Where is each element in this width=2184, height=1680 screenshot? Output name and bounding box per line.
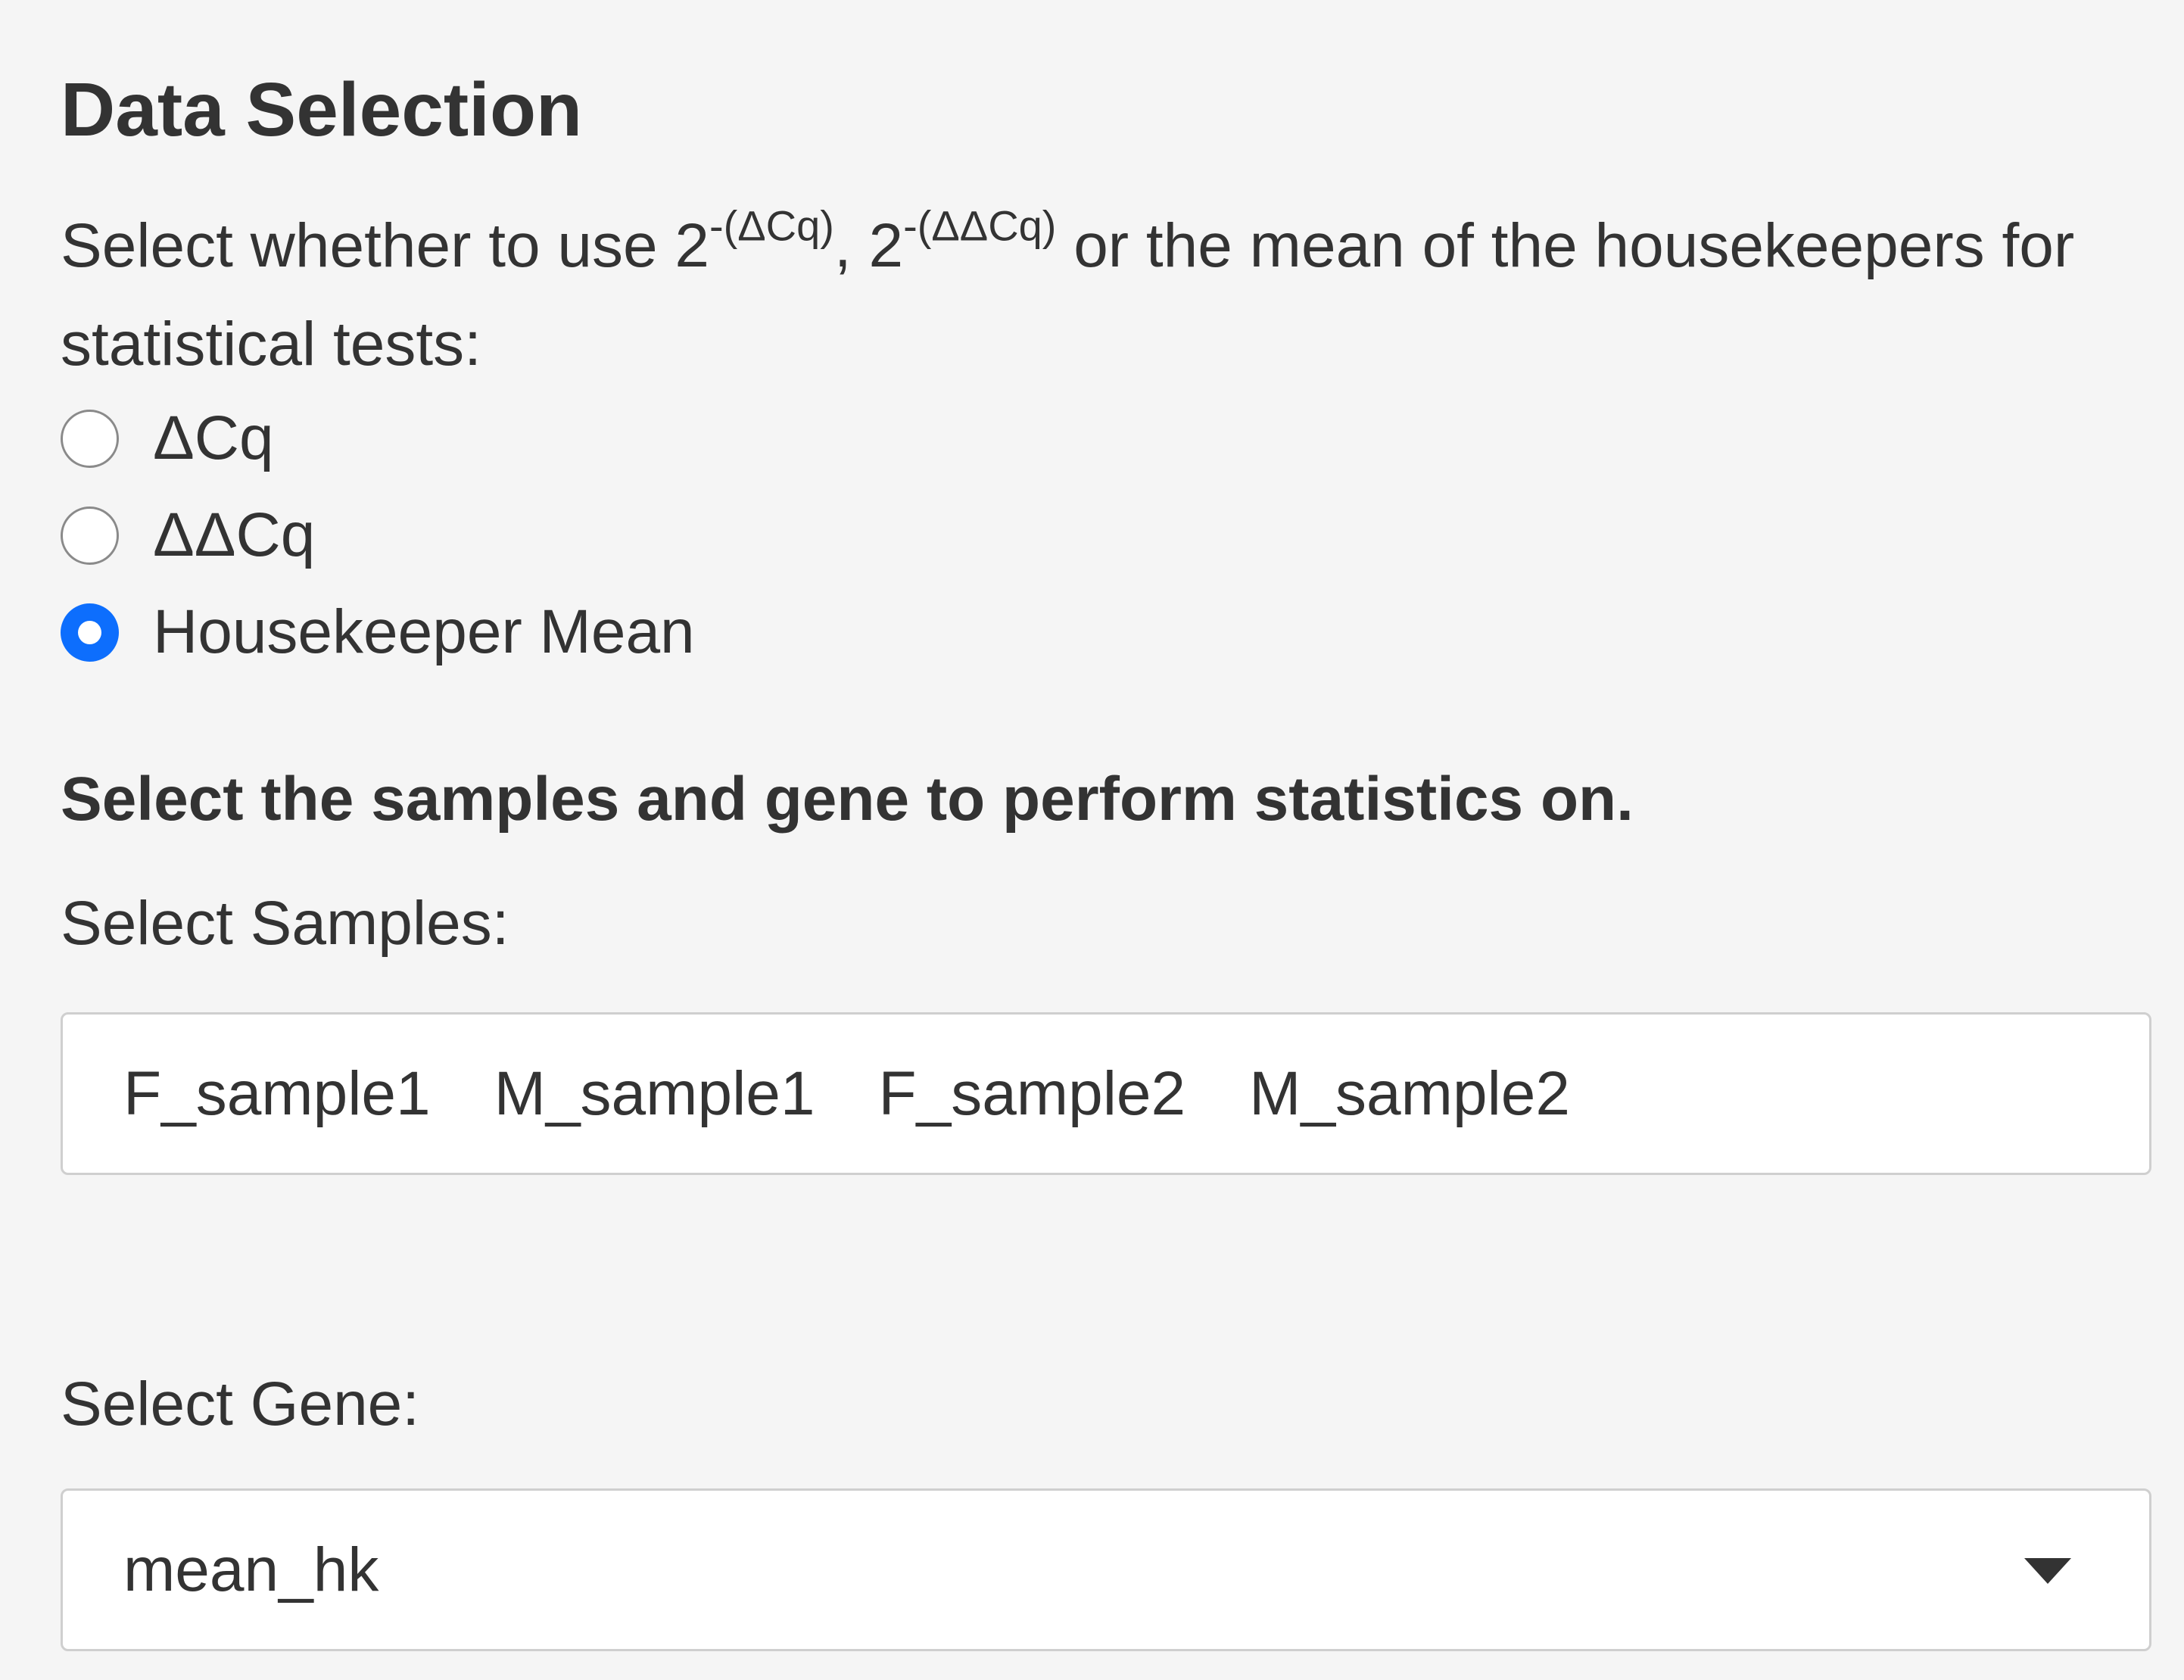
samples-multiselect-input[interactable]: F_sample1 M_sample1 F_sample2 M_sample2 — [61, 1012, 2151, 1175]
radio-label-delta-delta-cq: ΔΔCq — [153, 500, 316, 569]
description-suffix: or the mean of the housekeepers for stat… — [61, 211, 2075, 379]
radio-option-delta-delta-cq[interactable]: ΔΔCq — [61, 487, 695, 584]
gene-selected-value: mean_hk — [123, 1535, 379, 1604]
radio-button-delta-cq[interactable] — [61, 409, 119, 468]
description-middle: , 2 — [833, 211, 904, 280]
select-gene-label: Select Gene: — [61, 1370, 420, 1438]
caret-down-icon[interactable] — [2024, 1558, 2071, 1584]
statistics-mode-description: Select whether to use 2-(ΔCq), 2-(ΔΔCq) … — [61, 197, 2150, 394]
delta-cq-superscript: -(ΔCq) — [709, 201, 834, 250]
sample-chip[interactable]: F_sample1 — [123, 1058, 431, 1128]
radio-option-housekeeper-mean[interactable]: Housekeeper Mean — [61, 584, 695, 681]
select-samples-label: Select Samples: — [61, 889, 509, 958]
description-prefix: Select whether to use 2 — [61, 211, 709, 280]
radio-label-housekeeper-mean: Housekeeper Mean — [153, 597, 695, 666]
sample-chip[interactable]: M_sample2 — [1249, 1058, 1570, 1128]
radio-button-delta-delta-cq[interactable] — [61, 506, 119, 565]
delta-delta-cq-superscript: -(ΔΔCq) — [903, 201, 1057, 250]
sample-chip[interactable]: F_sample2 — [878, 1058, 1186, 1128]
sample-chip[interactable]: M_sample1 — [494, 1058, 815, 1128]
section-title: Data Selection — [61, 67, 583, 152]
radio-option-delta-cq[interactable]: ΔCq — [61, 390, 695, 487]
statistics-mode-radio-group: ΔCq ΔΔCq Housekeeper Mean — [61, 390, 695, 681]
samples-gene-heading: Select the samples and gene to perform s… — [61, 765, 1634, 834]
gene-select-dropdown[interactable]: mean_hk — [61, 1488, 2151, 1651]
radio-label-delta-cq: ΔCq — [153, 404, 274, 472]
radio-button-housekeeper-mean[interactable] — [61, 603, 119, 662]
